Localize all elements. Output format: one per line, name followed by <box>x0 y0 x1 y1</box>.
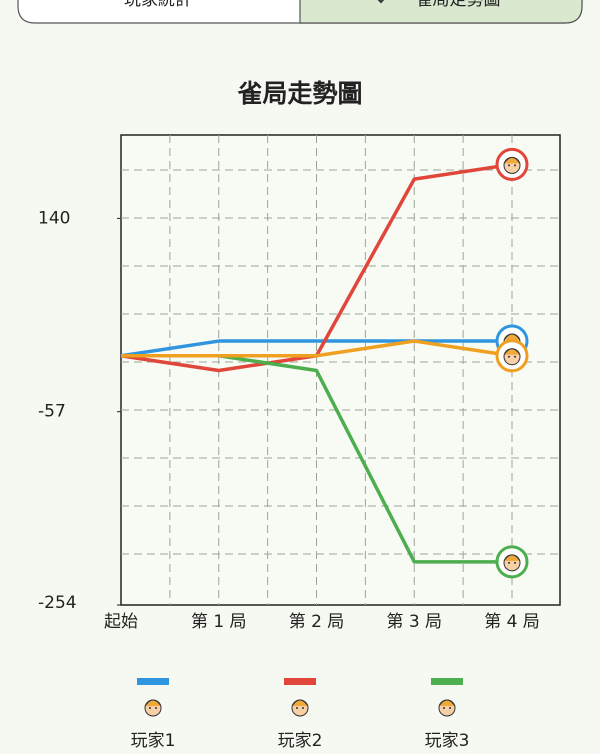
y-tick-label: -57 <box>38 402 66 422</box>
avatar-eye <box>514 355 516 358</box>
avatar-eye <box>508 355 510 358</box>
avatar-eye <box>443 707 445 709</box>
avatar <box>495 339 529 373</box>
avatar <box>495 545 529 579</box>
tab[interactable]: 玩家統計 <box>124 0 192 10</box>
series-line <box>120 339 512 358</box>
avatar-eye <box>149 707 151 709</box>
check-icon <box>377 0 385 4</box>
avatar-eye <box>449 707 451 709</box>
legend-swatch <box>137 678 169 685</box>
tab-bar: 玩家統計 雀局走勢圖 <box>17 0 583 24</box>
avatar-eye <box>155 707 157 709</box>
legend-label: 玩家2 <box>278 731 323 750</box>
x-tick-label: 第 1 局 <box>191 612 247 632</box>
avatar-hair <box>291 699 309 707</box>
avatar <box>495 147 529 181</box>
y-tick-label: -254 <box>38 593 77 613</box>
plot-frame <box>120 134 561 606</box>
avatar-hair <box>503 554 521 562</box>
legend-swatch <box>431 678 463 685</box>
x-tick-label: 第 3 局 <box>386 612 442 632</box>
x-tick-label: 第 4 局 <box>484 612 540 632</box>
chart-title: 雀局走勢圖 <box>237 79 362 108</box>
y-tick-label: 140 <box>38 208 70 228</box>
legend-label: 玩家3 <box>425 731 470 750</box>
tab[interactable]: 雀局走勢圖 <box>416 0 501 10</box>
avatar-eye <box>514 561 516 564</box>
avatar-hair <box>503 156 521 164</box>
x-tick-label: 第 2 局 <box>289 612 345 632</box>
avatar-eye <box>296 707 298 709</box>
avatar-eye <box>514 164 516 167</box>
tab-selected-bg[interactable] <box>299 0 583 24</box>
avatar-hair <box>144 699 162 707</box>
avatar <box>291 699 309 717</box>
avatar <box>144 699 162 717</box>
avatar-eye <box>302 707 304 709</box>
series-line <box>121 339 513 358</box>
avatar-eye <box>508 561 510 564</box>
avatar-hair <box>503 333 521 341</box>
avatar-eye <box>508 164 510 167</box>
legend-label: 玩家1 <box>131 731 176 750</box>
avatar <box>438 699 456 717</box>
avatar-hair <box>438 699 456 707</box>
x-tick-label: 起始 <box>104 612 138 632</box>
grid <box>117 135 560 606</box>
legend-swatch <box>284 678 316 685</box>
avatar-hair <box>503 348 521 356</box>
